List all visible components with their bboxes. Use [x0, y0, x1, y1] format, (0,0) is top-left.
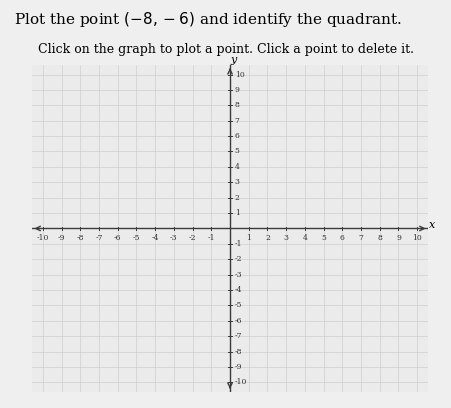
- Text: -3: -3: [235, 271, 242, 279]
- Text: -10: -10: [235, 379, 247, 386]
- Text: -5: -5: [235, 302, 242, 309]
- Text: 9: 9: [235, 86, 239, 94]
- Text: y: y: [230, 55, 237, 65]
- Text: -8: -8: [77, 234, 84, 242]
- Text: -6: -6: [114, 234, 121, 242]
- Text: -4: -4: [152, 234, 159, 242]
- Text: 3: 3: [235, 178, 239, 186]
- Text: Click on the graph to plot a point. Click a point to delete it.: Click on the graph to plot a point. Clic…: [37, 43, 414, 56]
- Text: 4: 4: [303, 234, 307, 242]
- Text: -10: -10: [37, 234, 49, 242]
- Text: 6: 6: [235, 132, 239, 140]
- Text: -9: -9: [235, 363, 242, 371]
- Text: 7: 7: [359, 234, 364, 242]
- Text: -9: -9: [58, 234, 65, 242]
- Text: -4: -4: [235, 286, 242, 294]
- Text: 10: 10: [412, 234, 422, 242]
- Text: Plot the point $(-8, -6)$ and identify the quadrant.: Plot the point $(-8, -6)$ and identify t…: [14, 10, 402, 29]
- Text: 2: 2: [265, 234, 270, 242]
- Text: -7: -7: [95, 234, 103, 242]
- Text: 1: 1: [235, 209, 239, 217]
- Text: -3: -3: [170, 234, 178, 242]
- Text: 4: 4: [235, 163, 239, 171]
- Text: -8: -8: [235, 348, 242, 356]
- Text: 2: 2: [235, 194, 239, 202]
- Text: 3: 3: [284, 234, 289, 242]
- Text: 6: 6: [340, 234, 345, 242]
- Text: -2: -2: [189, 234, 196, 242]
- Text: 9: 9: [396, 234, 401, 242]
- Text: -2: -2: [235, 255, 242, 263]
- Text: 1: 1: [246, 234, 251, 242]
- Text: -7: -7: [235, 332, 242, 340]
- Text: -6: -6: [235, 317, 242, 325]
- Text: 10: 10: [235, 71, 244, 78]
- Text: -1: -1: [235, 240, 242, 248]
- Text: 8: 8: [377, 234, 382, 242]
- Text: -1: -1: [207, 234, 215, 242]
- Text: 5: 5: [321, 234, 326, 242]
- Text: 8: 8: [235, 101, 239, 109]
- Text: -5: -5: [133, 234, 140, 242]
- Text: x: x: [429, 220, 436, 230]
- Text: 5: 5: [235, 148, 239, 155]
- Text: 7: 7: [235, 117, 239, 125]
